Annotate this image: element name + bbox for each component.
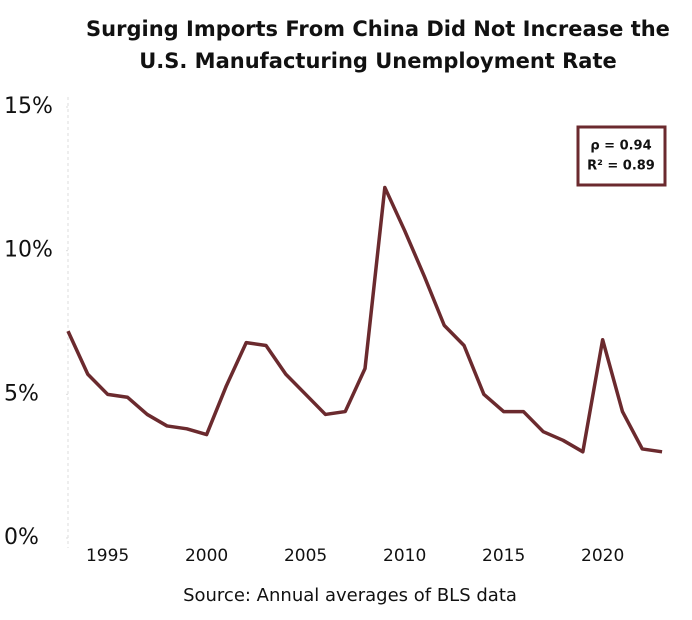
chart-title: Surging Imports From China Did Not Incre… [86, 17, 670, 41]
x-tick-label: 2000 [185, 546, 228, 566]
data-line [66, 185, 663, 454]
y-tick-label: 15% [4, 94, 53, 119]
x-tick-label: 2015 [482, 546, 525, 566]
annotation: ρ = 0.94 [590, 139, 651, 154]
annotation: R² = 0.89 [587, 159, 655, 174]
chart-title: U.S. Manufacturing Unemployment Rate [139, 49, 617, 73]
x-tick-label: 2020 [581, 546, 624, 566]
x-tick-label: 1995 [86, 546, 129, 566]
y-tick-label: 0% [4, 525, 39, 550]
source-note: Source: Annual averages of BLS data [183, 585, 517, 606]
x-tick-label: 2010 [383, 546, 426, 566]
y-tick-label: 10% [4, 238, 53, 263]
annotation-box [576, 125, 667, 187]
y-tick-label: 5% [4, 381, 39, 406]
x-tick-label: 2005 [284, 546, 327, 566]
